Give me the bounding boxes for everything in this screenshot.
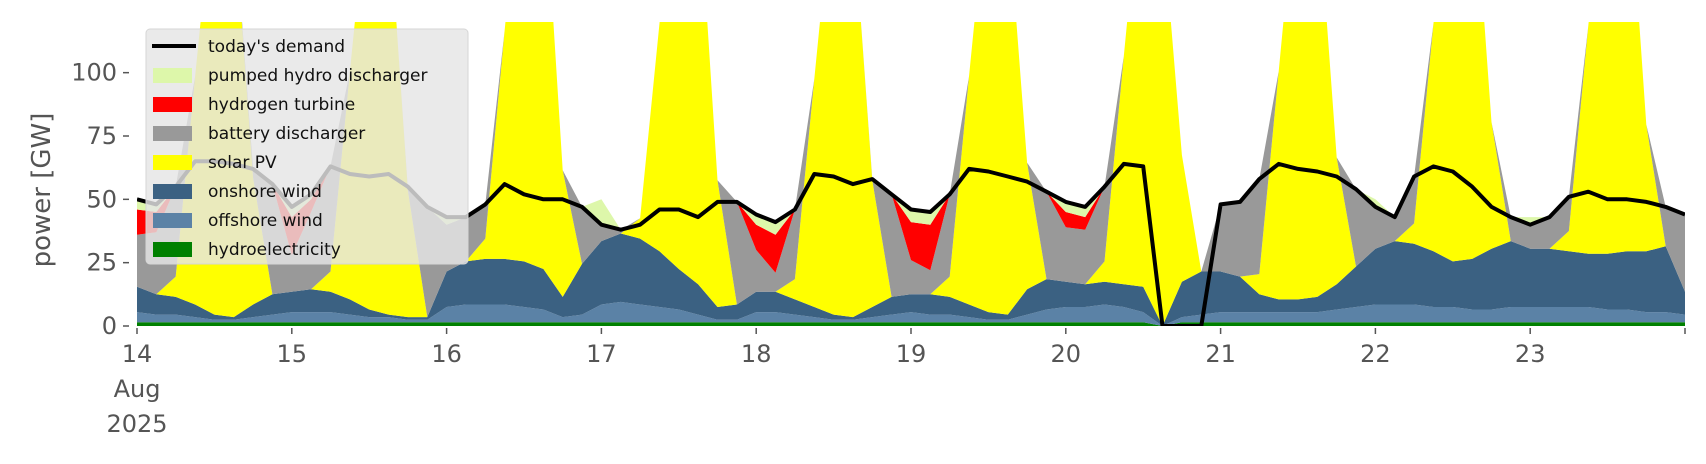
legend-label: solar PV <box>208 153 277 173</box>
legend-label: today's demand <box>208 37 345 57</box>
stacked-areas <box>137 22 1685 326</box>
area-offshore-wind <box>137 301 1685 326</box>
y-tick-label: 25 <box>86 249 117 277</box>
area-solar-pv <box>137 22 1685 326</box>
x-tick-label: 18 <box>741 340 772 368</box>
legend-swatch <box>153 97 192 112</box>
area-hydroelectricity <box>137 322 1685 326</box>
legend-label: onshore wind <box>208 182 322 202</box>
legend-label: pumped hydro discharger <box>208 66 427 86</box>
x-tick-label: 15 <box>277 340 308 368</box>
axes: 0 25 50 75 100 14 15 16 17 18 19 20 21 22 23 Aug 2025 <box>71 59 1686 438</box>
legend-swatch <box>153 68 192 83</box>
x-tick-label: 21 <box>1205 340 1236 368</box>
legend-label: offshore wind <box>208 211 323 231</box>
legend-box <box>145 28 469 265</box>
legend: today's demand pumped hydro discharger hyd… <box>145 28 469 265</box>
legend-swatch <box>153 126 192 141</box>
area-pumped-hydro-discharger <box>137 22 1685 272</box>
legend-swatch <box>153 184 192 199</box>
y-tick-label: 100 <box>71 59 117 87</box>
x-tick-label: 17 <box>586 340 617 368</box>
legend-label: battery discharger <box>208 124 365 144</box>
legend-swatch <box>153 155 192 170</box>
x-tick-label: 20 <box>1051 340 1082 368</box>
y-axis-label: power [GW] <box>27 113 57 268</box>
x-tick-label: 19 <box>896 340 927 368</box>
y-tick-label: 75 <box>86 122 117 150</box>
x-tick-label: 22 <box>1360 340 1391 368</box>
area-onshore-wind <box>137 233 1685 326</box>
y-tick-label: 0 <box>102 312 117 340</box>
x-tick-label: 16 <box>431 340 462 368</box>
x-tick-sublabel: Aug <box>114 375 161 403</box>
x-tick-label: 14 <box>122 340 153 368</box>
legend-swatch <box>153 213 192 228</box>
x-tick-sublabel: 2025 <box>106 410 167 438</box>
area-battery-discharger <box>137 22 1685 318</box>
legend-swatch <box>153 242 192 257</box>
legend-label: hydroelectricity <box>208 240 341 260</box>
y-tick-label: 50 <box>86 185 117 213</box>
legend-label: hydrogen turbine <box>208 95 355 115</box>
x-tick-label: 23 <box>1515 340 1546 368</box>
